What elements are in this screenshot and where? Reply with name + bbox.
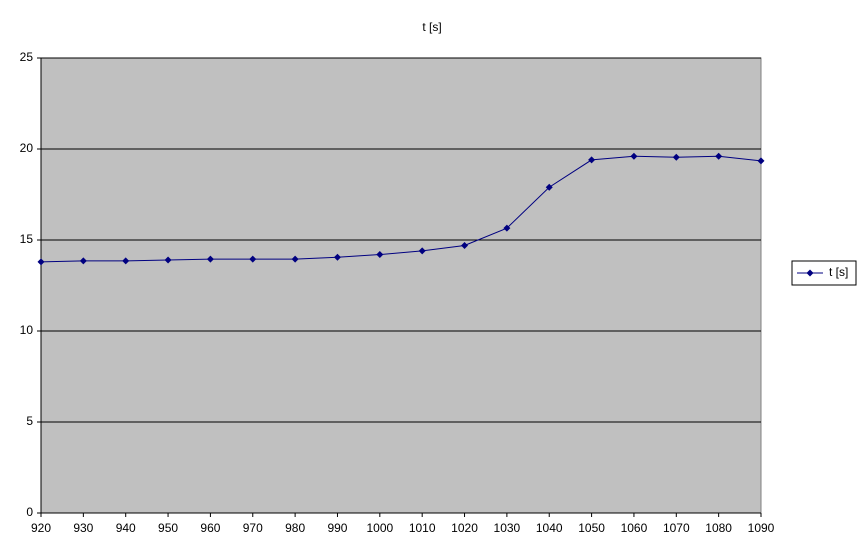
point-marker	[79, 257, 87, 265]
x-tick-label: 1070	[663, 521, 690, 535]
point-marker	[122, 257, 130, 265]
x-tick-label: 950	[158, 521, 178, 535]
point-marker	[715, 152, 723, 160]
plot-area	[40, 57, 762, 514]
x-tick-label: 990	[327, 521, 347, 535]
point-marker	[588, 156, 596, 164]
y-tick-label: 15	[20, 232, 34, 246]
point-marker	[503, 224, 511, 232]
x-tick-label: 930	[73, 521, 93, 535]
point-marker	[164, 256, 172, 264]
x-tick-label: 1040	[536, 521, 563, 535]
point-marker	[376, 251, 384, 259]
x-tick-label: 1000	[366, 521, 393, 535]
x-tick-label: 970	[243, 521, 263, 535]
y-tick-label: 20	[20, 141, 34, 155]
x-tick-label: 1090	[748, 521, 775, 535]
point-marker	[672, 153, 680, 161]
x-tick-label: 1030	[494, 521, 521, 535]
x-tick-label: 1080	[705, 521, 732, 535]
series-line	[40, 155, 762, 263]
x-tick-label: 940	[116, 521, 136, 535]
x-tick-label: 980	[285, 521, 305, 535]
x-tick-label: 960	[200, 521, 220, 535]
point-marker	[461, 241, 469, 249]
x-tick-label: 1050	[578, 521, 605, 535]
point-marker	[206, 255, 214, 263]
point-marker	[249, 255, 257, 263]
legend-marker	[806, 269, 814, 277]
point-marker	[630, 152, 638, 160]
point-marker	[37, 258, 45, 266]
point-marker	[545, 183, 553, 191]
chart-title: t [s]	[422, 20, 441, 34]
legend-label: t [s]	[829, 265, 848, 279]
y-tick-label: 5	[26, 414, 33, 428]
x-tick-label: 1020	[451, 521, 478, 535]
y-tick-label: 0	[26, 505, 33, 519]
x-tick-label: 1010	[409, 521, 436, 535]
point-marker	[333, 253, 341, 261]
x-tick-label: 1060	[621, 521, 648, 535]
y-tick-label: 25	[20, 50, 34, 64]
point-marker	[757, 157, 765, 165]
y-tick-label: 10	[20, 323, 34, 337]
point-marker	[418, 247, 426, 255]
x-tick-label: 920	[31, 521, 51, 535]
point-marker	[291, 255, 299, 263]
